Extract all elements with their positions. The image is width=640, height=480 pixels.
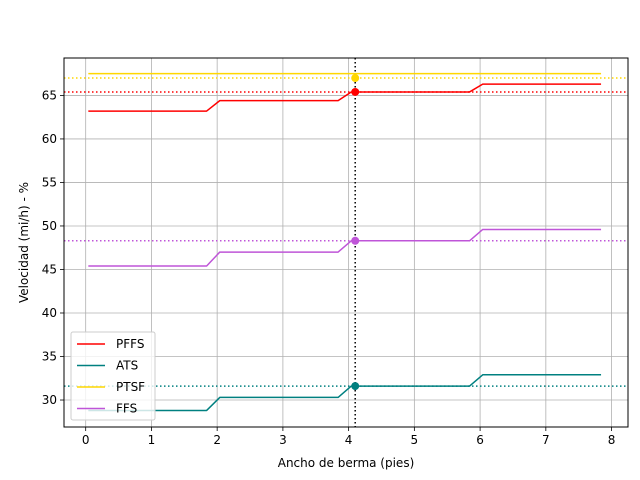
legend-box xyxy=(70,331,156,421)
legend-label-pffs: PFFS xyxy=(116,337,144,351)
data-point-marker xyxy=(351,382,360,391)
series-line-pffs xyxy=(88,83,602,112)
y-tick-label: 50 xyxy=(42,219,57,233)
y-axis-label: Velocidad (mi/h) - % xyxy=(17,182,31,303)
data-point-marker xyxy=(351,87,360,96)
x-tick-label: 6 xyxy=(476,433,484,447)
x-tick-label: 7 xyxy=(542,433,550,447)
legend-label-ptsf: PTSF xyxy=(116,380,145,394)
x-tick-label: 5 xyxy=(411,433,419,447)
data-point-marker xyxy=(351,74,360,83)
data-point-marker xyxy=(351,236,360,245)
legend-label-ats: ATS xyxy=(116,359,138,373)
markers-layer xyxy=(351,74,360,391)
y-tick-label: 35 xyxy=(42,350,57,364)
y-tick-label: 30 xyxy=(42,393,57,407)
x-tick-label: 4 xyxy=(345,433,353,447)
x-tick-label: 1 xyxy=(148,433,156,447)
series-line-ffs xyxy=(88,228,602,267)
legend: PFFS ATS PTSF FFS xyxy=(70,331,156,421)
x-tick-label: 2 xyxy=(213,433,221,447)
x-tick-label: 0 xyxy=(82,433,90,447)
x-tick-label: 8 xyxy=(608,433,616,447)
y-tick-label: 65 xyxy=(42,88,57,102)
series-line-ats xyxy=(88,374,602,412)
legend-label-ffs: FFS xyxy=(116,402,137,416)
y-tick-label: 55 xyxy=(42,175,57,189)
y-tick-label: 60 xyxy=(42,132,57,146)
y-tick-label: 40 xyxy=(42,306,57,320)
series-layer xyxy=(88,72,602,412)
x-tick-label: 3 xyxy=(279,433,287,447)
plot-frame xyxy=(63,57,629,428)
y-tick-label: 45 xyxy=(42,262,57,276)
x-axis-label: Ancho de berma (pies) xyxy=(278,456,415,470)
